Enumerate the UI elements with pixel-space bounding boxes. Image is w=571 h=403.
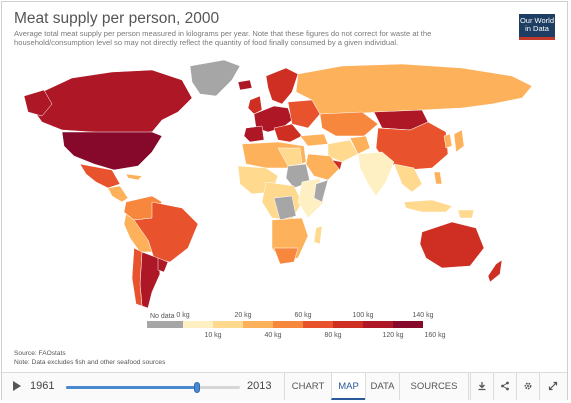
region-argentina[interactable] [139, 251, 161, 309]
play-icon[interactable] [13, 381, 21, 391]
region-iberia[interactable] [243, 125, 265, 143]
timeline-slider-fill [66, 386, 197, 389]
region-italy-balkans[interactable] [273, 123, 303, 143]
legend-swatch [273, 321, 303, 328]
region-australia[interactable] [419, 221, 485, 269]
legend-swatch [183, 321, 213, 328]
region-somalia[interactable] [313, 179, 329, 203]
timeline-slider[interactable] [66, 382, 240, 393]
legend-tick-label: 10 kg [204, 332, 221, 339]
region-indonesia[interactable] [403, 199, 453, 213]
timeline-start-year: 1961 [30, 380, 55, 392]
legend-swatches [183, 321, 423, 328]
region-philippines[interactable] [433, 171, 443, 185]
logo-line-1: Our World [519, 16, 555, 25]
legend-no-data-swatch [147, 321, 183, 328]
legend-tick-label: 120 kg [382, 332, 403, 339]
chart-title: Meat supply per person, 2000 [14, 10, 220, 27]
region-scandinavia[interactable] [265, 67, 299, 105]
region-usa[interactable] [61, 131, 163, 171]
region-uruguay[interactable] [157, 257, 169, 273]
tab-sources[interactable]: SOURCES [399, 373, 469, 400]
source-note: Source: FAOstats Note: Data excludes fis… [14, 350, 165, 367]
legend-swatch [333, 321, 363, 328]
region-japan[interactable] [453, 129, 465, 153]
region-madagascar[interactable] [313, 225, 323, 245]
region-eastern-europe[interactable] [287, 99, 321, 129]
legend-tick-label: 0 kg [176, 312, 189, 319]
region-iran[interactable] [327, 139, 359, 163]
region-russia[interactable] [295, 63, 533, 115]
legend-swatch [393, 321, 423, 328]
legend-swatch [213, 321, 243, 328]
owid-logo[interactable]: Our World in Data [519, 14, 555, 40]
region-libya[interactable] [277, 147, 303, 167]
region-uae[interactable] [331, 159, 343, 171]
legend-tick-label: 60 kg [294, 312, 311, 319]
legend-tick-label: 20 kg [234, 312, 251, 319]
region-iceland[interactable] [237, 79, 253, 91]
timeline-end-year: 2013 [247, 380, 272, 392]
legend-labels: 0 kg 20 kg 60 kg 100 kg 140 kg 10 kg 40 kg 80 k… [176, 312, 445, 339]
expand-icon[interactable] [539, 373, 566, 400]
region-turkey[interactable] [299, 133, 329, 147]
legend-tick-label: 140 kg [412, 312, 433, 319]
legend-no-data-label: No data [150, 313, 175, 320]
region-alaska[interactable] [23, 89, 53, 117]
region-new-zealand[interactable] [487, 259, 503, 283]
region-india[interactable] [357, 151, 395, 197]
tab-chart[interactable]: CHART [284, 373, 331, 400]
region-dr-congo[interactable] [273, 195, 297, 221]
tab-map[interactable]: MAP [331, 373, 365, 400]
source-line: Source: FAOstats [14, 350, 66, 357]
region-southeast-asia[interactable] [393, 163, 423, 193]
timeline-slider-handle[interactable] [193, 382, 200, 393]
share-icon[interactable] [493, 373, 516, 400]
world-map [23, 59, 533, 309]
region-central-america[interactable] [107, 185, 129, 203]
region-afghanistan[interactable] [349, 135, 371, 155]
download-icon[interactable] [470, 373, 493, 400]
legend-tick-label: 160 kg [424, 332, 445, 339]
note-line: Note: Data excludes fish and other seafo… [14, 358, 166, 366]
region-greenland[interactable] [189, 59, 241, 97]
logo-bar [519, 37, 555, 40]
region-south-africa[interactable] [273, 247, 299, 265]
legend-swatch [303, 321, 333, 328]
region-papua-new-guinea[interactable] [457, 209, 475, 219]
region-kazakhstan[interactable] [319, 111, 379, 137]
region-korea[interactable] [443, 133, 453, 149]
legend-swatch [363, 321, 393, 328]
settings-icon[interactable] [516, 373, 539, 400]
region-peru-bolivia[interactable] [123, 213, 153, 253]
region-canada[interactable] [31, 69, 193, 135]
legend-swatch [243, 321, 273, 328]
legend-tick-label: 100 kg [352, 312, 373, 319]
color-legend: No data 0 kg 20 kg 60 kg 100 kg 140 kg 10 kg 4… [147, 312, 446, 339]
legend-tick-label: 80 kg [324, 332, 341, 339]
region-uk[interactable] [247, 95, 263, 115]
legend-tick-label: 40 kg [264, 332, 281, 339]
chart-subtitle: Average total meat supply per person mea… [14, 29, 432, 47]
logo-line-2: in Data [525, 24, 549, 33]
region-chile[interactable] [131, 247, 143, 307]
footer-controls: 1961 2013 CHART MAP DATA SOURCES [2, 372, 567, 401]
tab-data[interactable]: DATA [365, 373, 399, 400]
region-caribbean[interactable] [125, 173, 143, 181]
